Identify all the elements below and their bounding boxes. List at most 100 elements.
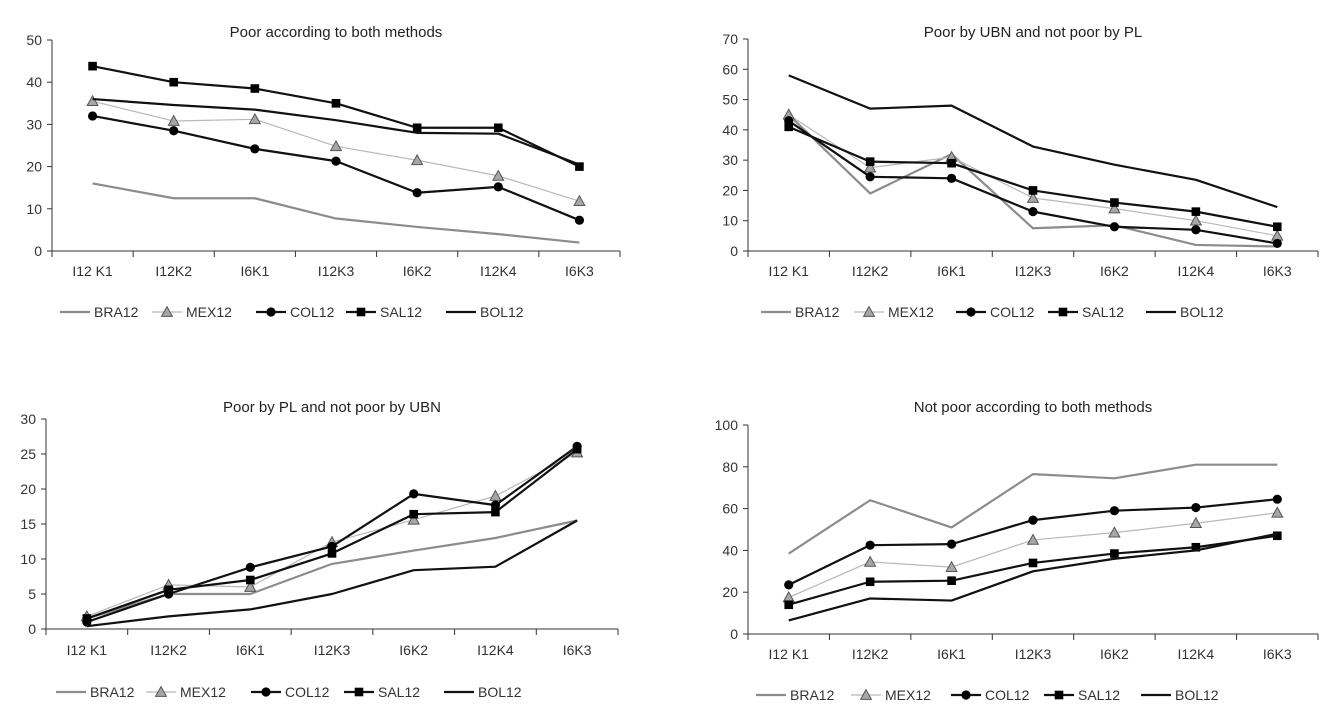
x-tick-label: I12 K1 <box>72 263 113 279</box>
data-point-sal12 <box>1110 549 1119 558</box>
x-tick-label: I12K3 <box>314 642 351 658</box>
x-tick-label: I6K3 <box>1263 263 1292 279</box>
data-point-mex12 <box>167 114 180 126</box>
x-tick-label: I12 K1 <box>67 642 108 658</box>
legend-label-col12: COL12 <box>990 304 1035 320</box>
data-point-sal12 <box>1110 198 1119 207</box>
legend-label-mex12: MEX12 <box>888 304 934 320</box>
y-tick-label: 40 <box>722 542 738 558</box>
y-tick-label: 20 <box>26 159 42 175</box>
data-point-sal12 <box>491 507 500 517</box>
legend-marker-sal12 <box>1054 690 1064 700</box>
x-tick-label: I12K2 <box>852 646 889 662</box>
legend: BRA12 MEX12 COL12 SAL12 BOL12 <box>761 304 1224 320</box>
data-point-col12 <box>1272 494 1282 504</box>
y-tick-label: 50 <box>26 32 42 48</box>
legend-label-mex12: MEX12 <box>885 687 931 703</box>
series-mex12 <box>782 506 1284 603</box>
data-point-sal12 <box>1191 542 1201 552</box>
series-sal12 <box>784 531 1282 610</box>
legend-label-bol12: BOL12 <box>478 684 522 700</box>
data-point-mex12 <box>1189 516 1203 529</box>
x-tick-label: I12K4 <box>1178 263 1215 279</box>
data-point-sal12 <box>412 123 422 133</box>
legend-marker-mex12 <box>154 685 168 697</box>
legend-label-bol12: BOL12 <box>480 304 524 320</box>
legend-label-sal12: SAL12 <box>380 304 422 320</box>
data-point-sal12 <box>1028 558 1038 568</box>
legend-label-bra12: BRA12 <box>795 304 840 320</box>
data-point-mex12 <box>945 560 958 572</box>
y-tick-label: 25 <box>20 446 36 462</box>
series-mex12 <box>782 108 1284 241</box>
data-point-sal12 <box>947 158 956 168</box>
data-point-sal12 <box>250 84 260 93</box>
y-tick-label: 0 <box>34 243 42 259</box>
data-point-col12 <box>574 215 585 225</box>
legend-label-bra12: BRA12 <box>94 304 139 320</box>
x-tick-label: I6K1 <box>937 263 966 279</box>
y-tick-label: 20 <box>722 182 738 198</box>
legend-label-sal12: SAL12 <box>1078 687 1120 703</box>
data-point-col12 <box>1109 222 1120 232</box>
data-point-sal12 <box>245 575 255 585</box>
series-sal12 <box>784 122 1282 232</box>
data-point-mex12 <box>1189 214 1203 226</box>
series-line-bra12 <box>92 182 580 244</box>
series-col12 <box>784 494 1282 590</box>
x-tick-label: I6K2 <box>1100 646 1129 662</box>
data-point-col12 <box>865 540 875 550</box>
data-point-sal12 <box>82 614 92 623</box>
x-tick-label: I12 K1 <box>768 646 809 662</box>
legend-label-col12: COL12 <box>290 304 335 320</box>
data-point-mex12 <box>407 513 420 525</box>
chart-poor-pl-not-ubn: Poor by PL and not poor by UBN 0 5 10 15 20 25… <box>20 399 619 700</box>
data-point-sal12 <box>784 122 794 132</box>
x-tick-label: I12K3 <box>1015 263 1052 279</box>
legend-marker-sal12 <box>354 687 364 697</box>
y-tick-label: 50 <box>722 92 738 108</box>
x-tick-label: I12K4 <box>1178 646 1215 662</box>
data-point-col12 <box>784 580 794 590</box>
legend-label-bra12: BRA12 <box>790 687 835 703</box>
data-point-sal12 <box>327 549 337 558</box>
x-tick-label: I6K3 <box>565 263 594 279</box>
data-point-sal12 <box>493 123 503 133</box>
data-point-sal12 <box>865 157 875 166</box>
x-tick-label: I6K2 <box>399 642 428 658</box>
data-point-sal12 <box>1191 207 1201 216</box>
legend-marker-sal12 <box>1058 307 1068 317</box>
x-tick-label: I12K2 <box>155 263 192 279</box>
y-tick-label: 0 <box>730 243 738 259</box>
x-tick-label: I6K1 <box>937 646 966 662</box>
y-tick-label: 60 <box>722 501 738 517</box>
data-point-mex12 <box>1026 533 1040 545</box>
legend-label-bra12: BRA12 <box>90 684 135 700</box>
y-tick-label: 40 <box>722 122 738 138</box>
y-tick-label: 0 <box>730 626 738 642</box>
legend-marker-col12 <box>261 687 271 697</box>
x-tick-label: I12K3 <box>1015 646 1052 662</box>
data-point-sal12 <box>575 162 584 171</box>
series-sal12 <box>88 61 584 171</box>
series-bra12 <box>787 113 1278 248</box>
data-point-col12 <box>1272 238 1282 249</box>
series-col12 <box>784 116 1282 249</box>
data-point-col12 <box>169 126 179 136</box>
x-tick-label: I6K1 <box>236 642 265 658</box>
series-line-sal12 <box>92 65 580 168</box>
series-line-bra12 <box>788 463 1278 555</box>
legend-marker-col12 <box>266 307 276 317</box>
x-tick-label: I6K2 <box>1100 263 1129 279</box>
data-point-col12 <box>87 111 98 121</box>
data-point-mex12 <box>244 580 257 592</box>
y-tick-label: 60 <box>722 61 738 77</box>
legend-label-bol12: BOL12 <box>1175 687 1219 703</box>
chart-not-poor-both: Not poor according to both methods 0 20 40 6… <box>715 399 1319 703</box>
data-point-sal12 <box>331 99 341 108</box>
series-line-bol12 <box>788 74 1278 209</box>
data-point-col12 <box>409 489 419 499</box>
data-point-col12 <box>1028 207 1038 217</box>
chart-poor-ubn-not-pl: Poor by UBN and not poor by PL 0 10 20 30 40 5… <box>722 24 1319 320</box>
data-point-sal12 <box>169 77 179 87</box>
